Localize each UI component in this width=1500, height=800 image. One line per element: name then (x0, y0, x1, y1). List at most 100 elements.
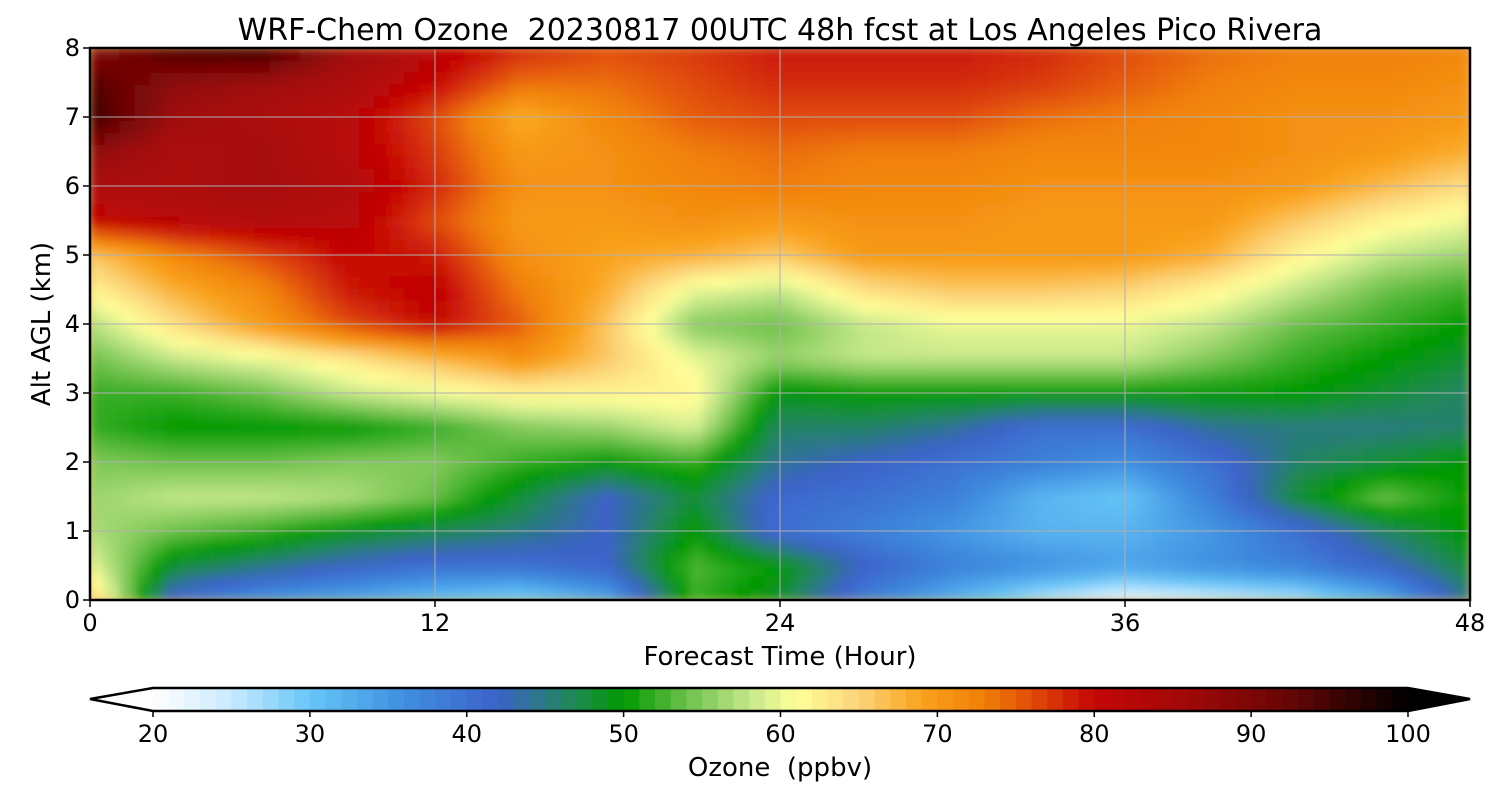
heatmap-cell (479, 431, 496, 445)
heatmap-cell (674, 539, 691, 553)
heatmap-cell (329, 191, 346, 205)
heatmap-cell (314, 431, 331, 445)
heatmap-cell (1124, 383, 1141, 397)
colorbar-segment (921, 688, 938, 711)
heatmap-cell (1259, 587, 1276, 600)
heatmap-cell (269, 167, 286, 181)
heatmap-cell (524, 527, 541, 541)
heatmap-cell (1214, 323, 1231, 337)
heatmap-cell (104, 59, 121, 73)
heatmap-cell (854, 587, 871, 600)
heatmap-cell (90, 287, 106, 301)
heatmap-cell (1304, 335, 1321, 349)
heatmap-cell (914, 323, 931, 337)
heatmap-cell (659, 143, 676, 157)
heatmap-cell (314, 215, 331, 229)
heatmap-cell (809, 251, 826, 265)
heatmap-cell (1109, 419, 1126, 433)
heatmap-cell (584, 239, 601, 253)
heatmap-cell (134, 347, 151, 361)
heatmap-cell (644, 539, 661, 553)
heatmap-cell (329, 383, 346, 397)
heatmap-cell (869, 275, 886, 289)
heatmap-cell (1424, 71, 1441, 85)
heatmap-cell (1289, 107, 1306, 121)
heatmap-cell (1064, 59, 1081, 73)
heatmap-cell (194, 563, 211, 577)
heatmap-cell (374, 383, 391, 397)
heatmap-cell (389, 131, 406, 145)
heatmap-cell (824, 203, 841, 217)
heatmap-cell (899, 419, 916, 433)
heatmap-cell (509, 587, 526, 600)
heatmap-cell (989, 203, 1006, 217)
heatmap-cell (599, 311, 616, 325)
heatmap-cell (794, 107, 811, 121)
heatmap-cell (1229, 119, 1246, 133)
heatmap-cell (719, 563, 736, 577)
heatmap-cell (419, 263, 436, 277)
heatmap-cell (404, 419, 421, 433)
heatmap-cell (164, 563, 181, 577)
heatmap-cell (674, 119, 691, 133)
heatmap-cell (1004, 167, 1021, 181)
heatmap-cell (90, 143, 106, 157)
heatmap-cell (1304, 395, 1321, 409)
heatmap-cell (599, 119, 616, 133)
heatmap-cell (209, 335, 226, 349)
heatmap-cell (404, 299, 421, 313)
heatmap-cell (194, 551, 211, 565)
heatmap-cell (1019, 167, 1036, 181)
heatmap-cell (704, 95, 721, 109)
heatmap-cell (839, 539, 856, 553)
heatmap-cell (1454, 107, 1470, 121)
heatmap-cell (1364, 395, 1381, 409)
heatmap-cell (479, 335, 496, 349)
heatmap-cell (1229, 479, 1246, 493)
heatmap-cell (329, 479, 346, 493)
heatmap-cell (194, 107, 211, 121)
heatmap-cell (1274, 119, 1291, 133)
heatmap-cell (1154, 431, 1171, 445)
heatmap-cell (884, 155, 901, 169)
heatmap-cell (509, 563, 526, 577)
heatmap-cell (1454, 563, 1470, 577)
heatmap-cell (1184, 275, 1201, 289)
heatmap-cell (1394, 467, 1411, 481)
heatmap-cell (1259, 59, 1276, 73)
heatmap-cell (1409, 119, 1426, 133)
heatmap-cell (389, 419, 406, 433)
heatmap-cell (224, 551, 241, 565)
heatmap-cell (434, 48, 451, 61)
heatmap-cell (1244, 371, 1261, 385)
heatmap-cell (794, 491, 811, 505)
heatmap-cell (1394, 287, 1411, 301)
heatmap-cell (1394, 395, 1411, 409)
heatmap-cell (644, 491, 661, 505)
heatmap-cell (1184, 491, 1201, 505)
heatmap-cell (614, 347, 631, 361)
heatmap-cell (1394, 251, 1411, 265)
heatmap-cell (119, 563, 136, 577)
heatmap-cell (1139, 251, 1156, 265)
heatmap-cell (119, 143, 136, 157)
heatmap-cell (1139, 95, 1156, 109)
heatmap-cell (464, 563, 481, 577)
heatmap-cell (659, 383, 676, 397)
heatmap-cell (689, 467, 706, 481)
heatmap-cell (989, 335, 1006, 349)
heatmap-cell (1334, 263, 1351, 277)
heatmap-cell (509, 539, 526, 553)
heatmap-cell (1124, 323, 1141, 337)
heatmap-cell (1454, 575, 1470, 589)
heatmap-cell (194, 287, 211, 301)
heatmap-cell (1019, 347, 1036, 361)
heatmap-cell (599, 227, 616, 241)
heatmap-cell (134, 587, 151, 600)
heatmap-cell (90, 299, 106, 313)
heatmap-cell (554, 311, 571, 325)
heatmap-cell (449, 443, 466, 457)
heatmap-cell (1124, 371, 1141, 385)
heatmap-cell (1289, 59, 1306, 73)
heatmap-cell (944, 383, 961, 397)
